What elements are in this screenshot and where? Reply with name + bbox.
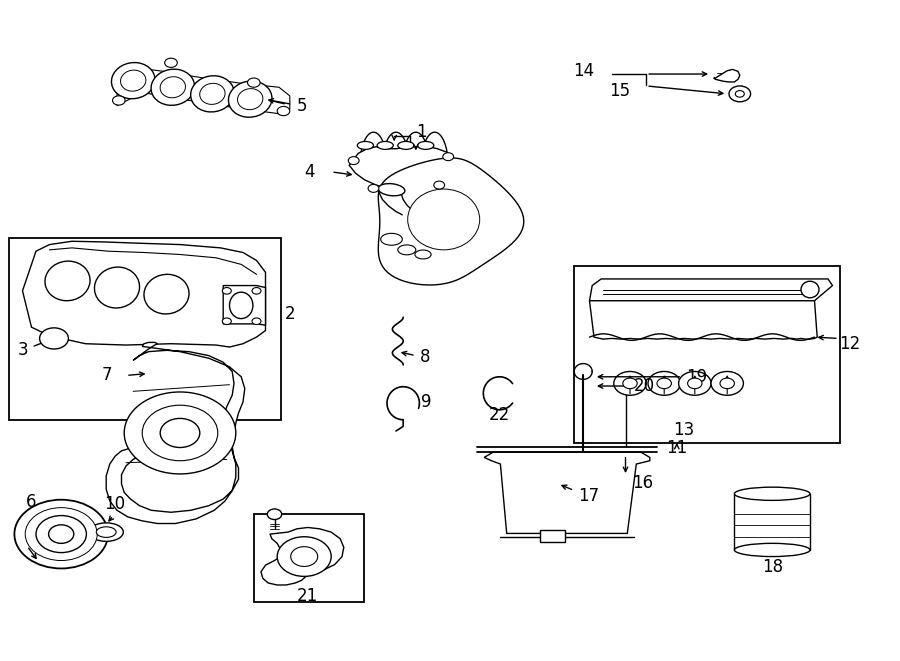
Text: 17: 17 bbox=[578, 486, 599, 505]
Text: 3: 3 bbox=[18, 341, 29, 360]
Ellipse shape bbox=[96, 527, 116, 537]
Polygon shape bbox=[378, 158, 524, 285]
Polygon shape bbox=[590, 301, 817, 339]
Ellipse shape bbox=[415, 250, 431, 259]
Circle shape bbox=[267, 509, 282, 520]
Circle shape bbox=[623, 378, 637, 389]
Circle shape bbox=[142, 405, 218, 461]
Polygon shape bbox=[714, 69, 740, 82]
Circle shape bbox=[222, 288, 231, 294]
Ellipse shape bbox=[230, 292, 253, 319]
Circle shape bbox=[443, 153, 454, 161]
Polygon shape bbox=[349, 147, 450, 193]
Ellipse shape bbox=[734, 543, 810, 557]
Ellipse shape bbox=[229, 81, 272, 117]
Polygon shape bbox=[261, 527, 344, 585]
Ellipse shape bbox=[357, 141, 374, 149]
Circle shape bbox=[40, 328, 68, 349]
Circle shape bbox=[735, 91, 744, 97]
Circle shape bbox=[720, 378, 734, 389]
Ellipse shape bbox=[94, 267, 140, 308]
Circle shape bbox=[648, 371, 680, 395]
Polygon shape bbox=[106, 342, 245, 524]
Polygon shape bbox=[117, 66, 290, 114]
Ellipse shape bbox=[378, 184, 405, 196]
Bar bbox=[574, 266, 840, 443]
Circle shape bbox=[277, 106, 290, 116]
Circle shape bbox=[277, 537, 331, 576]
Polygon shape bbox=[22, 241, 266, 347]
Circle shape bbox=[25, 508, 97, 561]
Ellipse shape bbox=[377, 141, 393, 149]
Ellipse shape bbox=[408, 189, 480, 250]
Circle shape bbox=[222, 318, 231, 325]
Text: 7: 7 bbox=[102, 366, 112, 385]
Circle shape bbox=[657, 378, 671, 389]
Circle shape bbox=[679, 371, 711, 395]
Circle shape bbox=[291, 547, 318, 566]
Text: 11: 11 bbox=[666, 439, 688, 457]
Text: 5: 5 bbox=[297, 97, 308, 115]
Text: 19: 19 bbox=[686, 368, 706, 386]
Ellipse shape bbox=[734, 487, 810, 500]
Circle shape bbox=[729, 86, 751, 102]
Ellipse shape bbox=[121, 70, 146, 91]
Text: 9: 9 bbox=[421, 393, 432, 411]
Circle shape bbox=[112, 96, 125, 105]
Circle shape bbox=[252, 318, 261, 325]
Circle shape bbox=[49, 525, 74, 543]
Text: 22: 22 bbox=[489, 406, 510, 424]
Circle shape bbox=[711, 371, 743, 395]
Text: 15: 15 bbox=[609, 82, 630, 100]
Text: 13: 13 bbox=[673, 420, 695, 439]
Circle shape bbox=[368, 184, 379, 192]
Ellipse shape bbox=[191, 76, 234, 112]
Circle shape bbox=[248, 78, 260, 87]
Text: 4: 4 bbox=[304, 163, 315, 181]
Text: 6: 6 bbox=[26, 493, 37, 512]
Text: 18: 18 bbox=[761, 558, 783, 576]
Ellipse shape bbox=[801, 282, 819, 297]
Ellipse shape bbox=[398, 141, 414, 149]
Ellipse shape bbox=[398, 245, 416, 254]
Text: 2: 2 bbox=[284, 305, 295, 323]
Ellipse shape bbox=[418, 141, 434, 149]
Text: 8: 8 bbox=[420, 348, 431, 366]
Ellipse shape bbox=[200, 83, 225, 104]
Circle shape bbox=[434, 181, 445, 189]
Circle shape bbox=[252, 288, 261, 294]
Text: 21: 21 bbox=[297, 587, 319, 605]
Circle shape bbox=[160, 418, 200, 447]
Circle shape bbox=[14, 500, 108, 568]
Text: 16: 16 bbox=[632, 473, 652, 492]
Ellipse shape bbox=[112, 63, 155, 98]
Circle shape bbox=[688, 378, 702, 389]
Circle shape bbox=[124, 392, 236, 474]
Text: 10: 10 bbox=[104, 494, 125, 513]
Bar bbox=[540, 530, 565, 542]
Circle shape bbox=[165, 58, 177, 67]
Polygon shape bbox=[223, 286, 266, 325]
Text: 14: 14 bbox=[573, 62, 594, 81]
Ellipse shape bbox=[238, 89, 263, 110]
Text: 20: 20 bbox=[634, 377, 654, 395]
Text: 12: 12 bbox=[839, 334, 860, 353]
Ellipse shape bbox=[151, 69, 194, 105]
Ellipse shape bbox=[160, 77, 185, 98]
Polygon shape bbox=[484, 452, 650, 533]
Bar bbox=[254, 514, 364, 602]
Circle shape bbox=[614, 371, 646, 395]
Bar bbox=[9, 238, 281, 420]
Circle shape bbox=[36, 516, 86, 553]
Polygon shape bbox=[590, 279, 832, 301]
Ellipse shape bbox=[45, 261, 90, 301]
Ellipse shape bbox=[89, 523, 123, 541]
Text: 1: 1 bbox=[416, 123, 427, 141]
Ellipse shape bbox=[381, 233, 402, 245]
Circle shape bbox=[348, 157, 359, 165]
Ellipse shape bbox=[144, 274, 189, 314]
